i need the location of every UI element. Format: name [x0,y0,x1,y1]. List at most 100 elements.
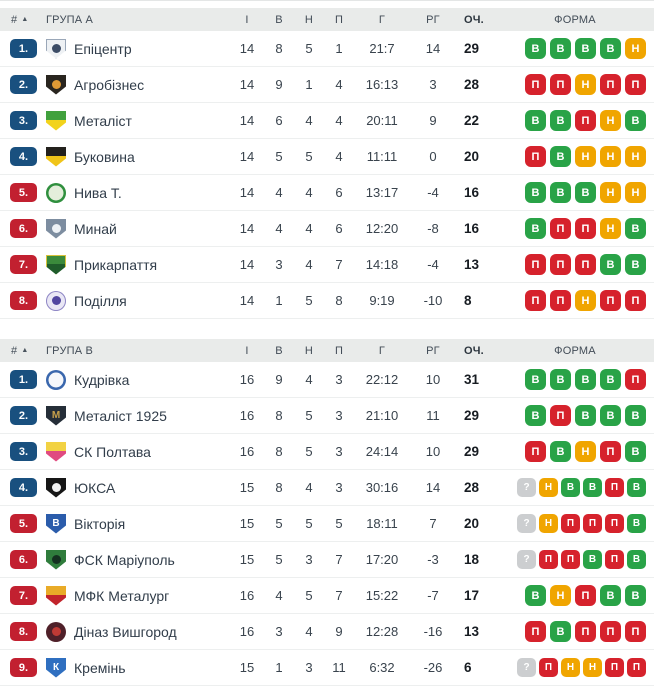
form-loss-badge[interactable]: П [550,254,571,275]
form-win-badge[interactable]: В [575,182,596,203]
column-header-losses[interactable]: П [334,13,344,26]
form-win-badge[interactable]: В [583,550,602,569]
form-draw-badge[interactable]: Н [625,182,646,203]
form-loss-badge[interactable]: П [583,514,602,533]
form-loss-badge[interactable]: П [561,550,580,569]
column-header-wins[interactable]: В [275,344,283,357]
form-loss-badge[interactable]: П [550,405,571,426]
form-draw-badge[interactable]: Н [600,182,621,203]
column-header-goal-diff[interactable]: РГ [426,344,440,357]
form-draw-badge[interactable]: Н [550,585,571,606]
column-header-rank[interactable]: # ▲ [0,345,42,357]
team-name[interactable]: ФСК Маріуполь [74,551,175,568]
form-win-badge[interactable]: В [625,254,646,275]
form-loss-badge[interactable]: П [575,621,596,642]
form-loss-badge[interactable]: П [575,585,596,606]
table-row[interactable]: 9. К Кремінь 15 1 3 11 6:32 -26 6 ? П Н Н П П [0,650,654,686]
form-loss-badge[interactable]: П [600,74,621,95]
team-name[interactable]: МФК Металург [74,587,170,604]
form-loss-badge[interactable]: П [525,254,546,275]
form-draw-badge[interactable]: Н [539,478,558,497]
form-draw-badge[interactable]: Н [625,38,646,59]
table-row[interactable]: 4. ЮКСА 15 8 4 3 30:16 14 28 ? Н В В П В [0,470,654,506]
column-header-goals[interactable]: Г [378,13,386,26]
team-name[interactable]: Прикарпаття [74,256,158,273]
form-draw-badge[interactable]: Н [561,658,580,677]
form-draw-badge[interactable]: Н [575,74,596,95]
form-win-badge[interactable]: В [627,478,646,497]
form-win-badge[interactable]: В [625,110,646,131]
form-draw-badge[interactable]: Н [539,514,558,533]
form-draw-badge[interactable]: Н [625,146,646,167]
form-loss-badge[interactable]: П [605,514,624,533]
table-row[interactable]: 2. М Металіст 1925 16 8 5 3 21:10 11 29 … [0,398,654,434]
team-name[interactable]: Металіст [74,112,132,129]
form-loss-badge[interactable]: П [605,478,624,497]
form-loss-badge[interactable]: П [600,441,621,462]
form-draw-badge[interactable]: Н [583,658,602,677]
form-win-badge[interactable]: В [550,182,571,203]
form-loss-badge[interactable]: П [539,550,558,569]
form-loss-badge[interactable]: П [525,621,546,642]
column-header-goals[interactable]: Г [378,344,386,357]
team-name[interactable]: Діназ Вишгород [74,623,177,640]
team-name[interactable]: Кудрівка [74,371,130,388]
team-name[interactable]: Вікторія [74,515,126,532]
column-header-points[interactable]: ОЧ. [464,344,484,357]
column-header-draws[interactable]: Н [304,344,314,357]
team-name[interactable]: ЮКСА [74,479,116,496]
team-name[interactable]: Металіст 1925 [74,407,167,424]
form-loss-badge[interactable]: П [575,218,596,239]
form-win-badge[interactable]: В [600,38,621,59]
team-name[interactable]: Нива Т. [74,184,122,201]
form-loss-badge[interactable]: П [550,290,571,311]
team-name[interactable]: Буковина [74,148,135,165]
form-draw-badge[interactable]: Н [600,110,621,131]
form-win-badge[interactable]: В [525,110,546,131]
column-header-goal-diff[interactable]: РГ [426,13,440,26]
form-draw-badge[interactable]: Н [600,218,621,239]
form-loss-badge[interactable]: П [575,254,596,275]
form-win-badge[interactable]: В [575,38,596,59]
table-row[interactable]: 8. Діназ Вишгород 16 3 4 9 12:28 -16 13 … [0,614,654,650]
form-win-badge[interactable]: В [625,218,646,239]
form-win-badge[interactable]: В [625,585,646,606]
form-win-badge[interactable]: В [625,441,646,462]
form-loss-badge[interactable]: П [550,74,571,95]
form-win-badge[interactable]: В [600,585,621,606]
form-win-badge[interactable]: В [627,514,646,533]
form-loss-badge[interactable]: П [525,146,546,167]
form-loss-badge[interactable]: П [625,74,646,95]
column-header-points[interactable]: ОЧ. [464,13,484,26]
form-loss-badge[interactable]: П [625,369,646,390]
table-row[interactable]: 5. В Вікторія 15 5 5 5 18:11 7 20 ? Н П П П В [0,506,654,542]
team-name[interactable]: СК Полтава [74,443,151,460]
table-row[interactable]: 6. ФСК Маріуполь 15 5 3 7 17:20 -3 18 ? П… [0,542,654,578]
form-win-badge[interactable]: В [561,478,580,497]
form-win-badge[interactable]: В [550,369,571,390]
form-loss-badge[interactable]: П [550,218,571,239]
form-loss-badge[interactable]: П [627,658,646,677]
form-win-badge[interactable]: В [525,218,546,239]
form-win-badge[interactable]: В [525,369,546,390]
form-loss-badge[interactable]: П [605,550,624,569]
form-win-badge[interactable]: В [583,478,602,497]
form-draw-badge[interactable]: Н [575,290,596,311]
form-unknown-badge[interactable]: ? [517,658,536,677]
form-win-badge[interactable]: В [575,369,596,390]
form-loss-badge[interactable]: П [600,290,621,311]
form-loss-badge[interactable]: П [625,621,646,642]
form-unknown-badge[interactable]: ? [517,478,536,497]
form-unknown-badge[interactable]: ? [517,550,536,569]
form-win-badge[interactable]: В [600,405,621,426]
form-win-badge[interactable]: В [550,38,571,59]
